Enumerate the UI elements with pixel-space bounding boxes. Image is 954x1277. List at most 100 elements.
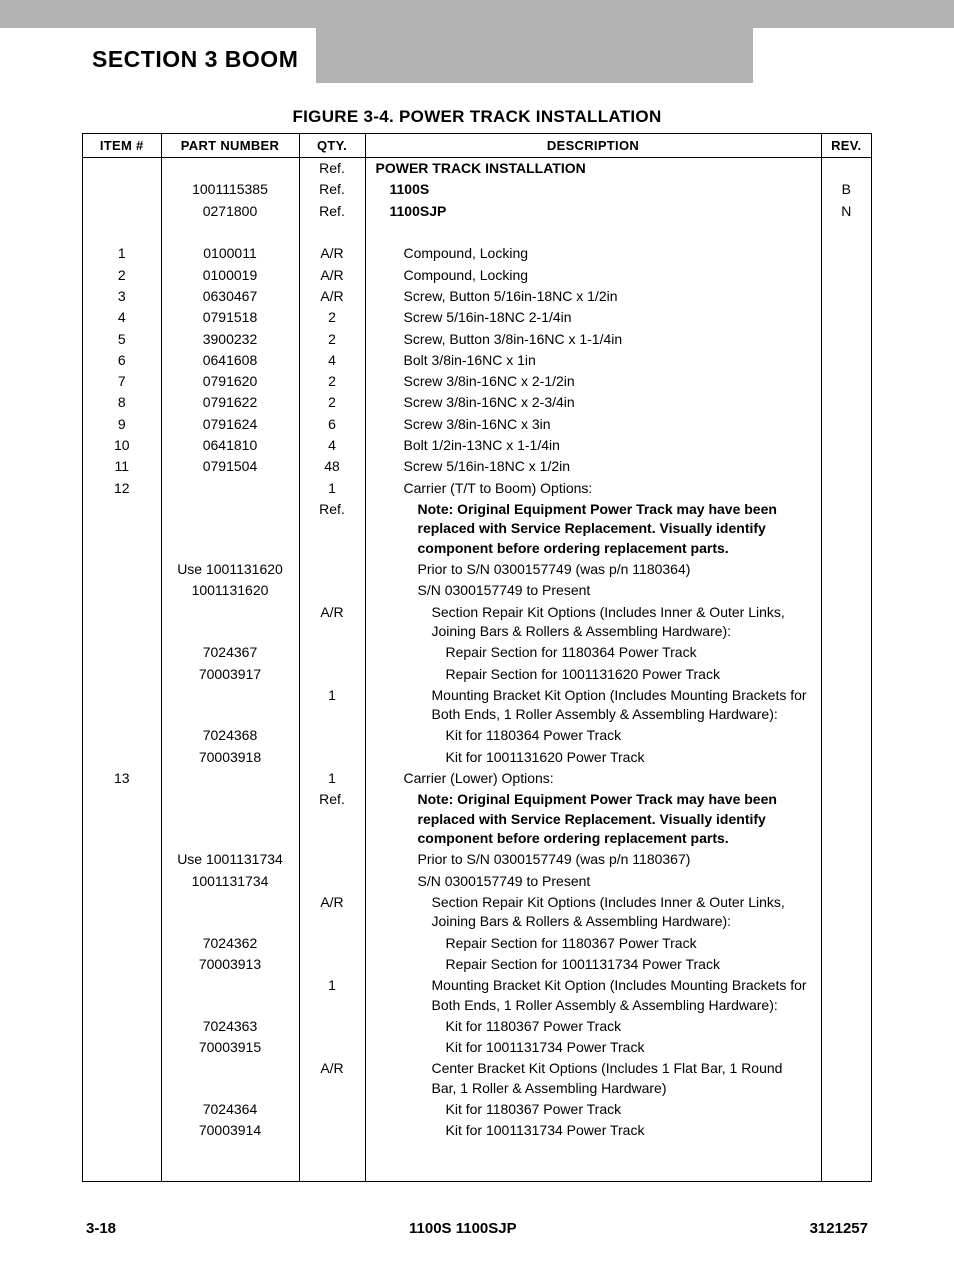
cell-item xyxy=(83,559,161,580)
table-row: 1001131734S/N 0300157749 to Present xyxy=(83,871,871,892)
table-row: 20100019A/RCompound, Locking xyxy=(83,265,871,286)
cell-item xyxy=(83,954,161,975)
cell-rev xyxy=(821,414,871,435)
table-row: 70003915Kit for 1001131734 Power Track xyxy=(83,1037,871,1058)
cell-qty xyxy=(299,1120,365,1180)
cell-desc: Center Bracket Kit Options (Includes 1 F… xyxy=(365,1058,821,1099)
cell-item xyxy=(83,747,161,768)
cell-rev xyxy=(821,768,871,789)
table-row: 7024367Repair Section for 1180364 Power … xyxy=(83,642,871,663)
cell-rev xyxy=(821,1099,871,1120)
parts-table: ITEM # PART NUMBER QTY. DESCRIPTION REV.… xyxy=(83,134,871,1181)
cell-qty xyxy=(299,1037,365,1058)
cell-qty: Ref. xyxy=(299,499,365,559)
cell-item xyxy=(83,222,161,243)
table-row: 30630467A/RScrew, Button 5/16in-18NC x 1… xyxy=(83,286,871,307)
cell-item xyxy=(83,892,161,933)
cell-desc: Prior to S/N 0300157749 (was p/n 1180367… xyxy=(365,849,821,870)
cell-desc: Screw, Button 5/16in-18NC x 1/2in xyxy=(365,286,821,307)
cell-item xyxy=(83,642,161,663)
cell-desc: Mounting Bracket Kit Option (Includes Mo… xyxy=(365,975,821,1016)
cell-desc: Compound, Locking xyxy=(365,243,821,264)
cell-part: 70003913 xyxy=(161,954,299,975)
table-row: 70003918Kit for 1001131620 Power Track xyxy=(83,747,871,768)
cell-part xyxy=(161,975,299,1016)
table-row: 7024363Kit for 1180367 Power Track xyxy=(83,1016,871,1037)
table-row: 0271800Ref.1100SJPN xyxy=(83,201,871,222)
cell-rev xyxy=(821,642,871,663)
footer-right: 3121257 xyxy=(810,1220,868,1237)
cell-part: 70003917 xyxy=(161,664,299,685)
cell-part: 0100011 xyxy=(161,243,299,264)
cell-item xyxy=(83,201,161,222)
col-header-part: PART NUMBER xyxy=(161,134,299,158)
cell-part: 7024363 xyxy=(161,1016,299,1037)
cell-item: 12 xyxy=(83,478,161,499)
cell-item: 13 xyxy=(83,768,161,789)
cell-qty xyxy=(299,559,365,580)
cell-qty: A/R xyxy=(299,892,365,933)
table-row: 1006418104Bolt 1/2in-13NC x 1-1/4in xyxy=(83,435,871,456)
page-root: SECTION 3 BOOM FIGURE 3-4. POWER TRACK I… xyxy=(0,0,954,1277)
cell-item xyxy=(83,602,161,643)
cell-qty xyxy=(299,933,365,954)
cell-part: 70003914 xyxy=(161,1120,299,1180)
cell-qty: Ref. xyxy=(299,179,365,200)
col-header-desc: DESCRIPTION xyxy=(365,134,821,158)
cell-qty: Ref. xyxy=(299,789,365,849)
cell-rev xyxy=(821,286,871,307)
cell-qty xyxy=(299,642,365,663)
cell-desc: Repair Section for 1180367 Power Track xyxy=(365,933,821,954)
col-header-rev: REV. xyxy=(821,134,871,158)
cell-desc: Kit for 1001131620 Power Track xyxy=(365,747,821,768)
cell-qty: 1 xyxy=(299,768,365,789)
cell-qty: 4 xyxy=(299,435,365,456)
cell-item: 6 xyxy=(83,350,161,371)
cell-rev xyxy=(821,456,871,477)
table-row: Ref.POWER TRACK INSTALLATION xyxy=(83,158,871,180)
cell-item: 9 xyxy=(83,414,161,435)
cell-item: 1 xyxy=(83,243,161,264)
cell-qty xyxy=(299,580,365,601)
cell-rev xyxy=(821,602,871,643)
cell-part: 0791504 xyxy=(161,456,299,477)
cell-item xyxy=(83,1120,161,1180)
cell-part: 3900232 xyxy=(161,329,299,350)
figure-title: FIGURE 3-4. POWER TRACK INSTALLATION xyxy=(0,107,954,127)
table-row: 7024364Kit for 1180367 Power Track xyxy=(83,1099,871,1120)
cell-rev xyxy=(821,849,871,870)
table-row: 70003917Repair Section for 1001131620 Po… xyxy=(83,664,871,685)
cell-item: 11 xyxy=(83,456,161,477)
cell-qty: 4 xyxy=(299,350,365,371)
cell-desc: POWER TRACK INSTALLATION xyxy=(365,158,821,180)
cell-rev xyxy=(821,580,871,601)
cell-item: 7 xyxy=(83,371,161,392)
cell-rev xyxy=(821,747,871,768)
cell-part: Use 1001131734 xyxy=(161,849,299,870)
cell-rev xyxy=(821,975,871,1016)
cell-qty: Ref. xyxy=(299,201,365,222)
cell-desc: Screw 3/8in-16NC x 2-1/2in xyxy=(365,371,821,392)
cell-qty: 2 xyxy=(299,329,365,350)
cell-part: 7024364 xyxy=(161,1099,299,1120)
cell-part xyxy=(161,478,299,499)
section-header: SECTION 3 BOOM xyxy=(0,28,954,85)
header-grey-block xyxy=(316,28,753,83)
cell-item: 10 xyxy=(83,435,161,456)
table-row: 7024362Repair Section for 1180367 Power … xyxy=(83,933,871,954)
cell-item xyxy=(83,664,161,685)
cell-rev xyxy=(821,307,871,328)
cell-rev xyxy=(821,499,871,559)
cell-desc: S/N 0300157749 to Present xyxy=(365,580,821,601)
table-row: 121Carrier (T/T to Boom) Options: xyxy=(83,478,871,499)
cell-desc: Screw 3/8in-16NC x 2-3/4in xyxy=(365,392,821,413)
cell-part: 1001115385 xyxy=(161,179,299,200)
cell-item xyxy=(83,158,161,180)
cell-rev xyxy=(821,789,871,849)
cell-part: 0100019 xyxy=(161,265,299,286)
cell-rev xyxy=(821,685,871,726)
cell-item xyxy=(83,725,161,746)
cell-part xyxy=(161,222,299,243)
cell-part xyxy=(161,768,299,789)
cell-qty: 1 xyxy=(299,478,365,499)
